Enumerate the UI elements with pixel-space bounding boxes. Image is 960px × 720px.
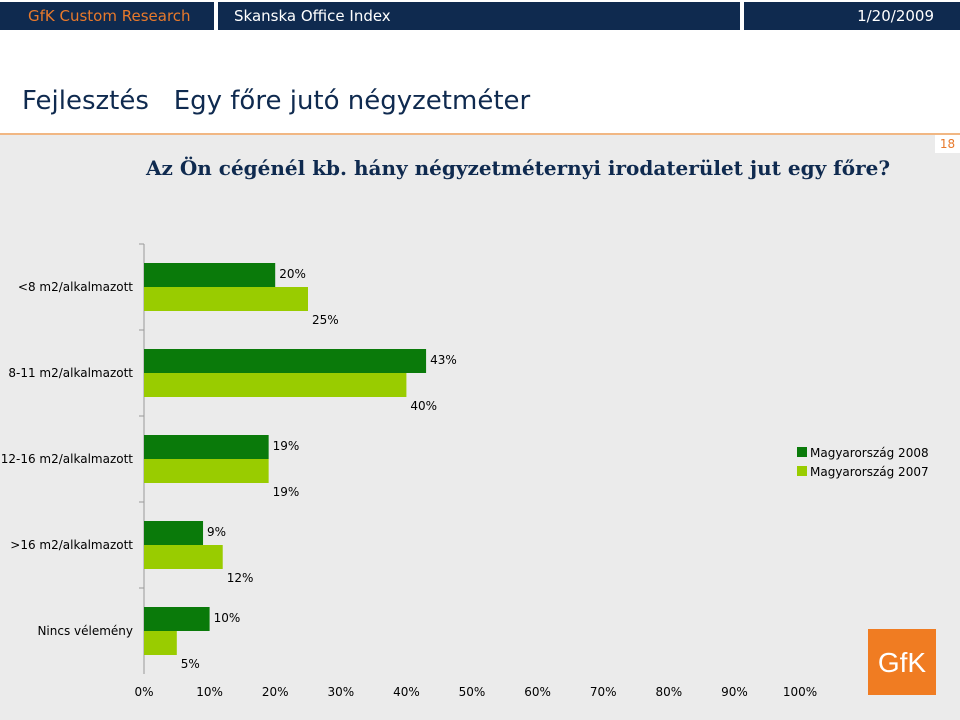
logo-text: GfK [878, 647, 927, 678]
x-tick-label: 50% [459, 685, 486, 699]
page-number: 18 [935, 135, 960, 153]
x-tick-label: 100% [783, 685, 817, 699]
data-label: 9% [207, 525, 226, 539]
bar-2008 [144, 521, 204, 545]
bar-2007 [144, 459, 269, 483]
gfk-logo: GfK [868, 629, 936, 695]
bar-2007 [144, 287, 308, 311]
legend-swatch-2008 [797, 447, 807, 457]
category-label: >16 m2/alkalmazott [10, 538, 133, 552]
x-tick-label: 90% [721, 685, 748, 699]
header-brand: GfK Custom Research [0, 2, 214, 30]
header-date: 1/20/2009 [744, 2, 960, 30]
x-tick-label: 80% [655, 685, 682, 699]
x-tick-label: 60% [524, 685, 551, 699]
x-tick-label: 40% [393, 685, 420, 699]
data-label: 25% [312, 313, 339, 327]
category-label: 12-16 m2/alkalmazott [1, 452, 134, 466]
page-title: Fejlesztés Egy főre jutó négyzetméter [22, 86, 531, 116]
category-label: <8 m2/alkalmazott [18, 280, 133, 294]
bar-2008 [144, 263, 276, 287]
bar-2007 [144, 545, 223, 569]
x-tick-label: 10% [196, 685, 223, 699]
data-label: 20% [279, 267, 306, 281]
x-tick-label: 20% [262, 685, 289, 699]
data-label: 10% [214, 611, 241, 625]
bar-2008 [144, 435, 269, 459]
data-label: 12% [227, 571, 254, 585]
data-label: 43% [430, 353, 457, 367]
data-label: 40% [410, 399, 437, 413]
bar-2007 [144, 631, 177, 655]
header-bar: GfK Custom Research Skanska Office Index… [0, 0, 960, 32]
data-label: 19% [273, 485, 300, 499]
bar-2007 [144, 373, 407, 397]
legend-swatch-2007 [797, 466, 807, 476]
category-label: Nincs vélemény [37, 624, 133, 638]
legend-entry: Magyarország 2008 [810, 446, 929, 460]
x-tick-label: 30% [327, 685, 354, 699]
bar-2008 [144, 607, 210, 631]
x-tick-label: 0% [134, 685, 153, 699]
data-label: 19% [273, 439, 300, 453]
legend-entry: Magyarország 2007 [810, 465, 929, 479]
header-report-name: Skanska Office Index [218, 2, 740, 30]
data-label: 5% [181, 657, 200, 671]
category-label: 8-11 m2/alkalmazott [8, 366, 133, 380]
x-tick-label: 70% [590, 685, 617, 699]
survey-question: Az Ön cégénél kb. hány négyzetméternyi i… [146, 156, 891, 180]
bar-2008 [144, 349, 427, 373]
